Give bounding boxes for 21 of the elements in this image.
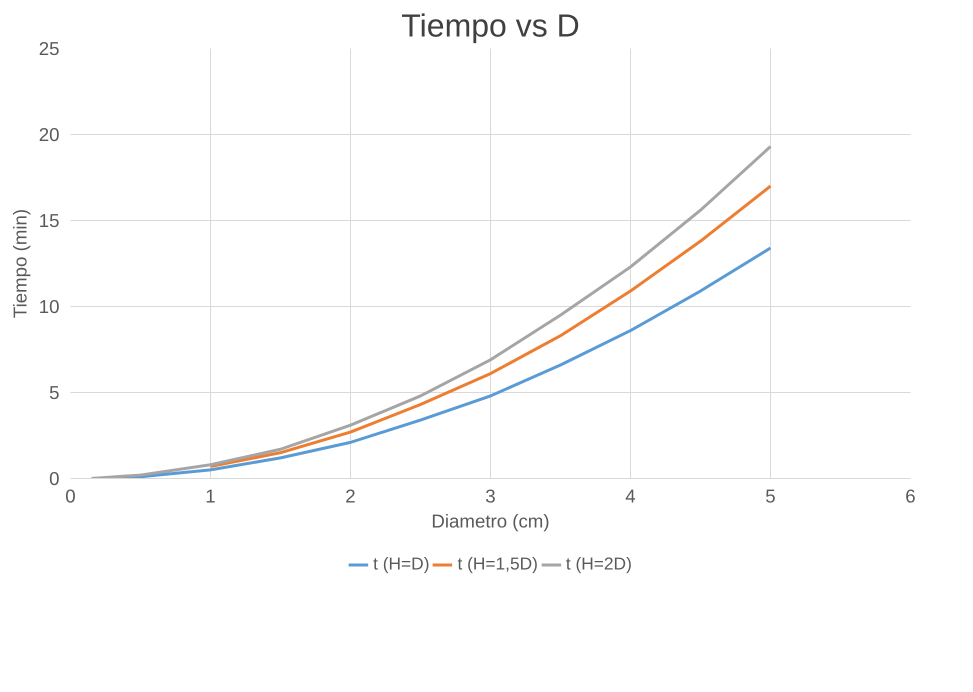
y-axis-title: Tiempo (min) bbox=[10, 208, 31, 318]
y-tick-label: 5 bbox=[49, 382, 60, 403]
x-tick-label: 4 bbox=[625, 486, 636, 506]
legend-label: t (H=D) bbox=[373, 554, 430, 574]
chart-title: Tiempo vs D bbox=[401, 8, 580, 44]
x-tick-label: 5 bbox=[765, 486, 776, 506]
legend-label: t (H=1,5D) bbox=[457, 554, 538, 574]
y-tick-label: 20 bbox=[38, 124, 60, 145]
y-tick-label: 10 bbox=[38, 296, 60, 317]
x-axis-title: Diametro (cm) bbox=[431, 510, 550, 532]
y-tick-label: 15 bbox=[38, 210, 60, 231]
legend-label: t (H=2D) bbox=[566, 554, 632, 574]
x-tick-label: 0 bbox=[65, 486, 76, 506]
y-tick-label: 0 bbox=[49, 468, 60, 489]
line-series bbox=[90, 145, 772, 478]
x-tick-label: 1 bbox=[205, 486, 216, 506]
x-tick-label: 6 bbox=[905, 486, 916, 506]
x-tick-label: 2 bbox=[345, 486, 356, 506]
x-tick-label: 3 bbox=[485, 486, 496, 506]
y-tick-label: 25 bbox=[38, 38, 60, 59]
line-series bbox=[209, 184, 772, 468]
